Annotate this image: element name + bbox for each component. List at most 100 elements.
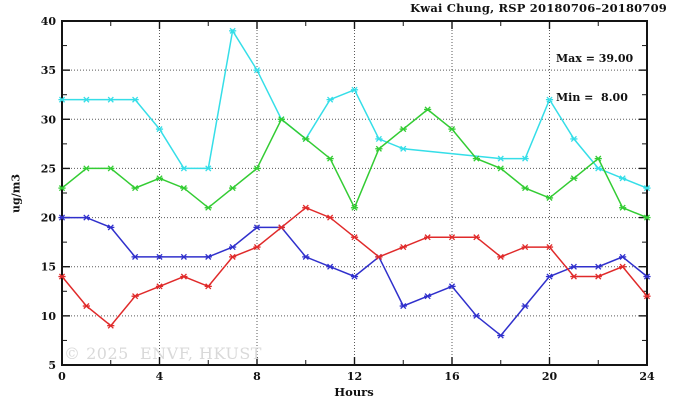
series-red-marker (570, 273, 577, 280)
series-red-marker (58, 273, 66, 280)
series-green-marker (570, 175, 577, 182)
series-red-marker (278, 224, 285, 231)
x-tick-label: 8 (253, 370, 261, 383)
series-green-marker (132, 185, 139, 192)
series-blue-marker (400, 302, 407, 310)
series-red-marker (400, 243, 407, 251)
series-red-marker (156, 283, 163, 290)
series-blue-marker (58, 214, 66, 221)
series-green-marker (595, 155, 602, 162)
series-red-marker (375, 253, 382, 260)
series-blue-marker (448, 283, 456, 290)
series-blue-marker (107, 224, 114, 231)
series-green-marker (327, 155, 334, 162)
series-green-marker (546, 194, 553, 201)
x-tick-label: 16 (444, 370, 460, 383)
series-red-marker (643, 293, 651, 300)
y-tick-label: 25 (41, 162, 56, 175)
series-green-marker (83, 165, 90, 172)
x-tick-label: 0 (58, 370, 66, 383)
series-green-marker (302, 135, 309, 143)
series-green-marker (58, 185, 66, 192)
y-tick-label: 40 (41, 15, 57, 28)
series-green-marker (619, 204, 626, 211)
y-tick-label: 20 (41, 212, 57, 225)
series-blue-marker (546, 273, 553, 280)
series-cyan-marker (327, 96, 334, 103)
series-green-marker (278, 116, 285, 123)
y-tick-label: 10 (41, 310, 57, 323)
watermark: © 2025 ENVF, HKUST (64, 344, 262, 363)
series-blue-marker (643, 273, 651, 280)
series-green-marker (424, 106, 431, 113)
series-blue-marker (327, 263, 334, 270)
series-cyan-marker (132, 96, 139, 103)
series-blue-marker (473, 312, 480, 319)
series-cyan-marker (107, 96, 114, 103)
series-red-marker (180, 273, 187, 280)
series-green-marker (229, 185, 236, 192)
series-green-marker (180, 185, 187, 192)
x-tick-label: 20 (542, 370, 558, 383)
series-cyan-marker (156, 126, 163, 133)
series-green-marker (351, 204, 358, 211)
series-blue-marker (302, 253, 309, 260)
series-cyan-marker (180, 165, 187, 172)
series-blue-marker (180, 253, 187, 260)
series-cyan-marker (253, 67, 261, 74)
series-green-marker (375, 145, 382, 152)
x-tick-label: 24 (639, 370, 655, 383)
series-green-marker (473, 155, 480, 162)
series-cyan-marker (58, 96, 66, 103)
series-red-marker (497, 253, 504, 260)
y-tick-label: 15 (41, 261, 56, 274)
series-cyan-marker (205, 165, 212, 172)
series-red-marker (351, 234, 358, 241)
series-blue-marker (595, 263, 602, 270)
series-cyan-line (62, 28, 648, 189)
series-green-marker (400, 126, 407, 133)
series-green-marker (156, 175, 163, 182)
y-tick-label: 30 (41, 113, 57, 126)
series-green-marker (497, 165, 504, 172)
series-cyan-marker (351, 86, 358, 93)
series-blue-marker (424, 293, 431, 300)
series-cyan-marker (595, 165, 602, 172)
series-cyan-marker (619, 175, 626, 182)
x-tick-label: 12 (347, 370, 362, 383)
series-cyan-marker (522, 155, 529, 162)
stats-max: Max = 39.00 (556, 52, 634, 65)
series-green-marker (107, 165, 114, 172)
series-green-marker (205, 204, 212, 211)
stats-box: Max = 39.00 Min = 8.00 (556, 26, 633, 130)
y-tick-label: 5 (48, 359, 56, 372)
series-red-marker (229, 253, 236, 260)
series-red-marker (327, 214, 334, 221)
series-blue-marker (156, 253, 163, 260)
series-blue-marker (253, 224, 261, 231)
series-cyan-marker (643, 185, 651, 192)
series-cyan-marker (400, 145, 407, 152)
x-tick-label: 4 (156, 370, 164, 383)
series-red-marker (253, 243, 261, 251)
series-red-marker (424, 234, 431, 241)
series-cyan-marker (570, 135, 577, 143)
series-blue-marker (229, 243, 236, 251)
plot-frame (61, 20, 648, 366)
series-red-marker (595, 273, 602, 280)
series-red-marker (132, 293, 139, 300)
series-red-marker (448, 234, 456, 241)
series-red-marker (302, 204, 309, 211)
chart-title: Kwai Chung, RSP 20180706–20180709 (410, 1, 667, 15)
series-red-marker (205, 283, 212, 290)
series-blue-marker (351, 273, 358, 280)
series-blue-marker (570, 263, 577, 270)
y-axis-label: ug/m3 (9, 174, 23, 213)
series-green-marker (643, 214, 651, 221)
series-blue-marker (205, 253, 212, 260)
series-blue-marker (497, 332, 504, 339)
series-red-marker (473, 234, 480, 241)
series-cyan-marker (546, 96, 553, 103)
